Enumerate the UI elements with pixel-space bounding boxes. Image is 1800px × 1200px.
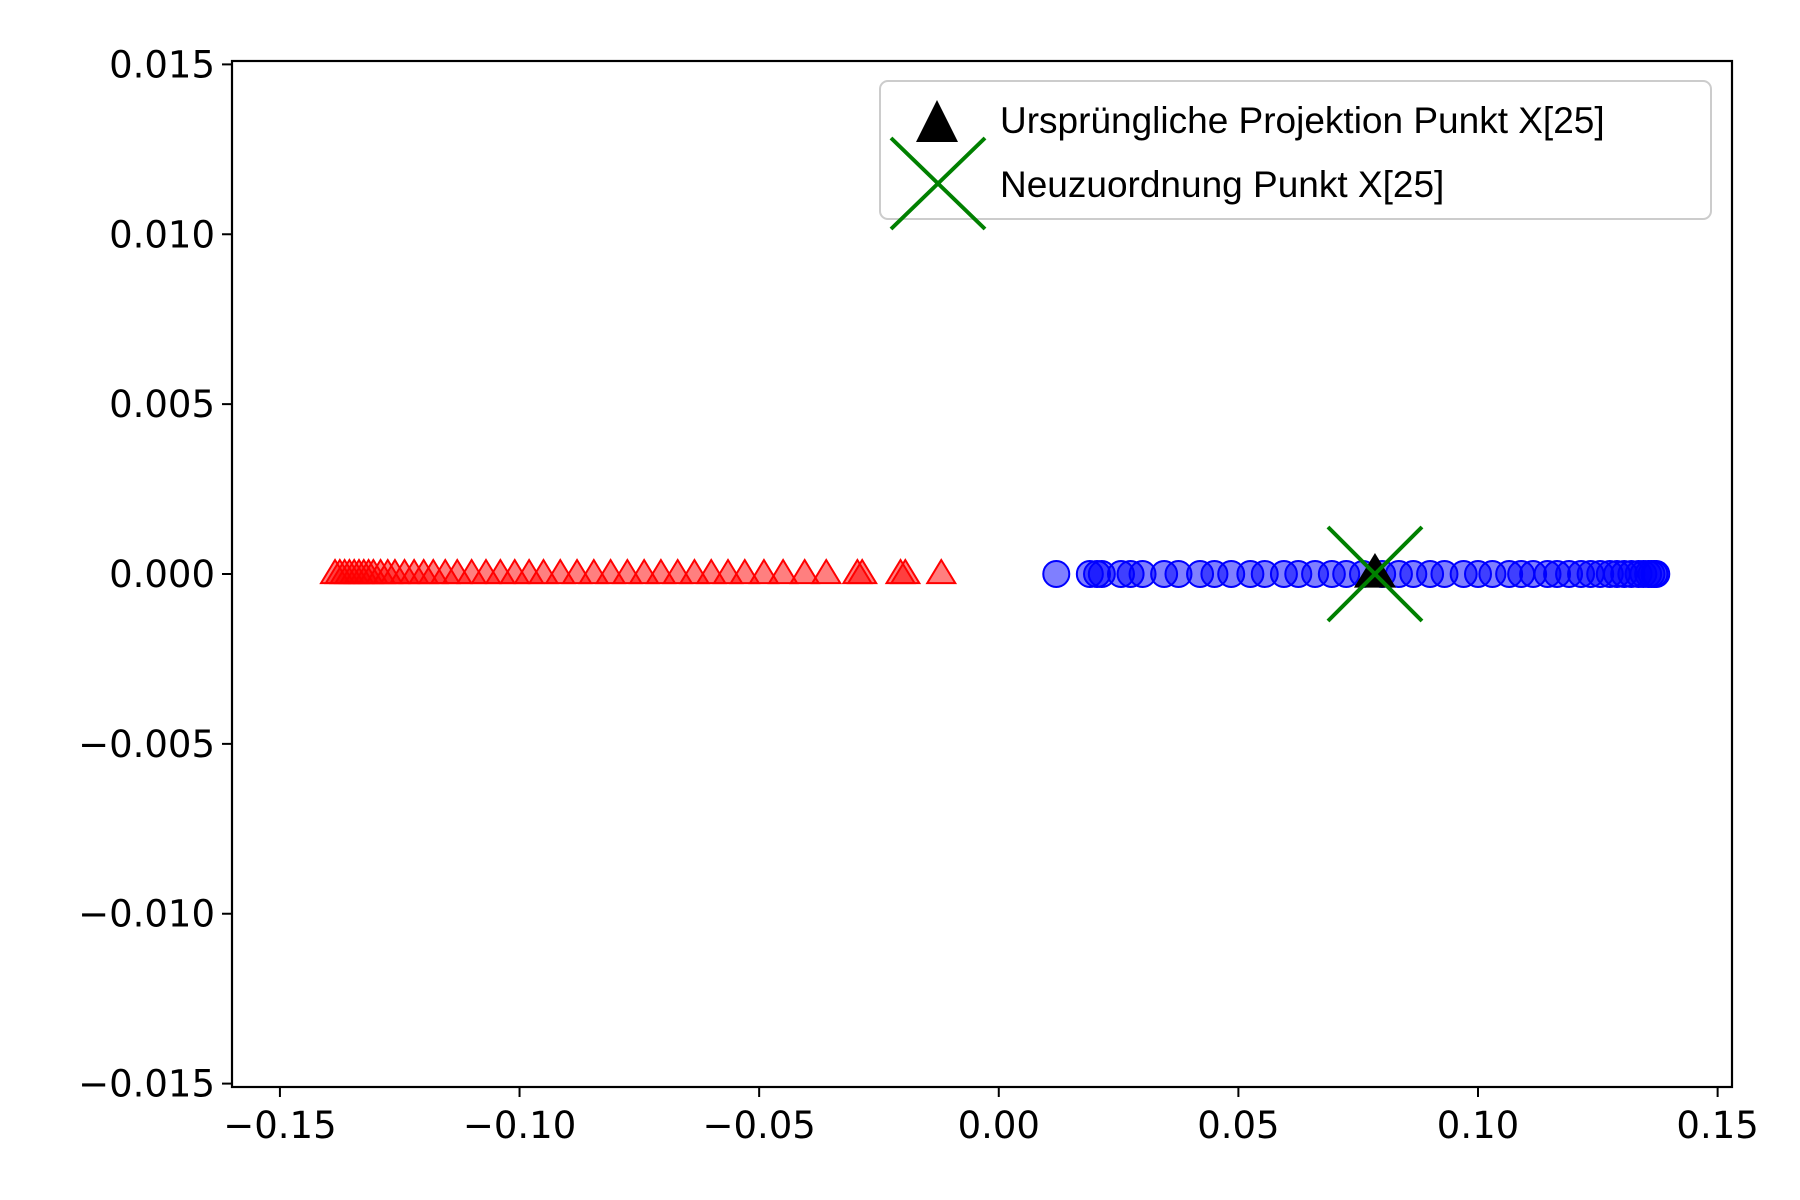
legend: Ursprüngliche Projektion Punkt X[25] Neu… — [879, 80, 1712, 231]
red-triangle-point — [748, 558, 780, 585]
y-axis: 0.015 0.010 0.005 0.000 −0.005 −0.010 −0.015 — [78, 43, 232, 1106]
x-tick-label: 0.05 — [1197, 1104, 1279, 1147]
y-tick-label: 0.000 — [109, 553, 215, 596]
x-tick-label: −0.05 — [702, 1104, 815, 1147]
y-tick-label: 0.005 — [109, 383, 215, 426]
y-tick-label: −0.005 — [78, 723, 215, 766]
x-tick-label: −0.15 — [223, 1104, 336, 1147]
y-tick-label: 0.010 — [109, 213, 215, 256]
legend-triangle-icon — [916, 100, 958, 142]
blue-circle-point — [1042, 560, 1071, 588]
red-triangle-point — [925, 558, 958, 585]
original-projection-marker — [1353, 553, 1396, 588]
y-tick-label: 0.015 — [109, 43, 215, 86]
reassignment-marker — [1326, 525, 1424, 623]
legend-label-reassignment: Neuzuordnung Punkt X[25] — [1000, 164, 1444, 205]
red-triangle-point — [810, 558, 843, 585]
red-triangle-point — [788, 558, 821, 585]
x-tick-label: −0.10 — [463, 1104, 576, 1147]
red-triangle-point — [729, 558, 761, 585]
x-tick-label: 0.15 — [1676, 1104, 1758, 1147]
legend-box — [879, 80, 1712, 220]
red-triangle-point — [767, 558, 799, 585]
legend-x-marker-icon — [889, 136, 987, 231]
red-triangle-point — [889, 558, 922, 585]
y-tick-label: −0.015 — [78, 1063, 215, 1106]
legend-label-original-projection: Ursprüngliche Projektion Punkt X[25] — [1000, 100, 1605, 141]
data-marks — [319, 525, 1671, 623]
y-tick-label: −0.010 — [78, 893, 215, 936]
red-triangle-point — [846, 558, 878, 585]
x-tick-label: 0.10 — [1437, 1104, 1519, 1147]
x-tick-label: 0.00 — [958, 1104, 1040, 1147]
x-axis: −0.15 −0.10 −0.05 0.00 0.05 0.10 0.15 — [223, 1087, 1759, 1147]
blue-circle-point — [1642, 560, 1671, 588]
